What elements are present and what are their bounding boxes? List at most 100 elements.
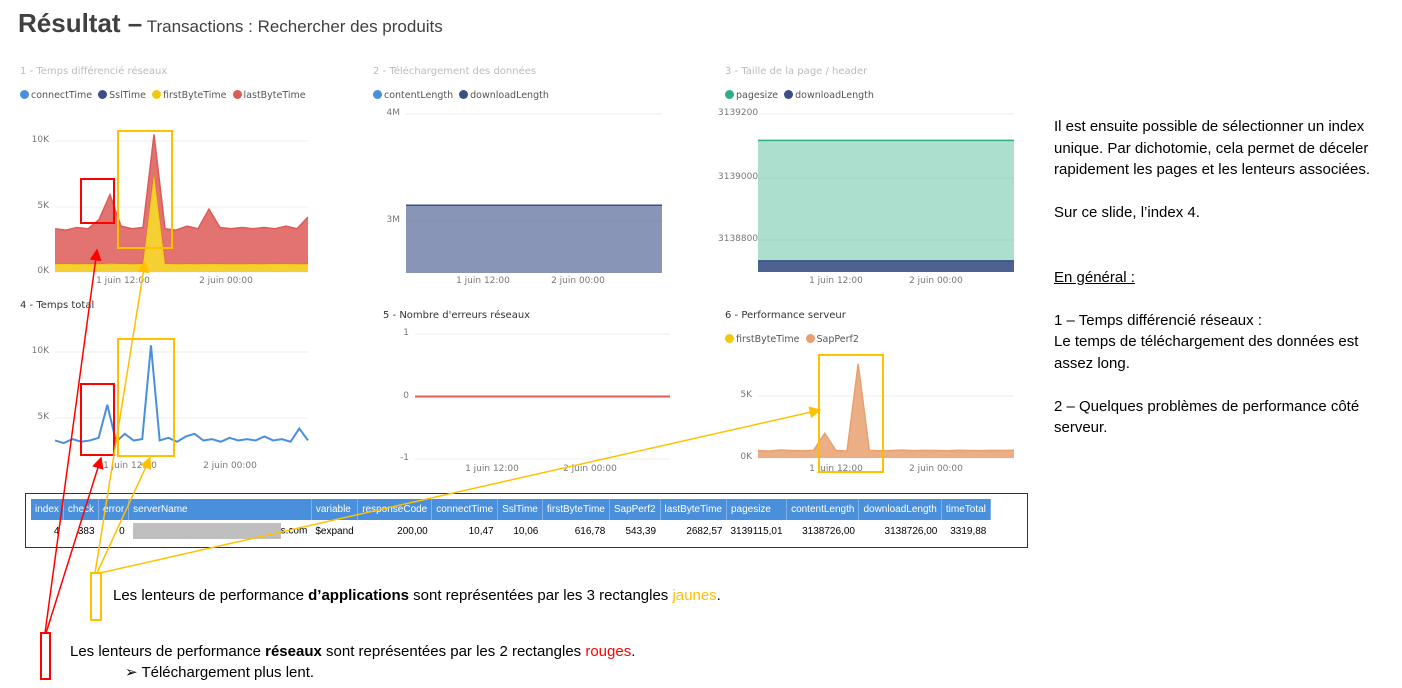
y-tick-label: 3139200: [718, 108, 759, 118]
series-area-lastByteTime: [55, 134, 308, 265]
chart-title: 2 - Téléchargement des données: [373, 66, 537, 77]
y-tick-label: 5K: [37, 412, 49, 422]
results-table: index check error serverName variable respons…: [25, 493, 1028, 548]
x-tick-label: 1 juin 12:00: [809, 276, 863, 286]
series-line-SapPerf2: [757, 363, 1015, 452]
chart-legend: connectTime SslTime firstByteTime lastByteT…: [20, 90, 306, 101]
legend-item[interactable]: lastByteTime: [232, 90, 306, 101]
side-p4: 2 – Quelques problèmes de performance cô…: [1054, 397, 1360, 437]
chart-title: 3 - Taille de la page / header: [725, 66, 868, 77]
note-app-mid: sont représentées par les 3 rectangles: [408, 587, 673, 604]
note-app: Les lenteurs de performance d’applicatio…: [113, 585, 721, 607]
title-main: Résultat –: [18, 8, 143, 38]
legend-item[interactable]: connectTime: [20, 90, 92, 101]
table-cell: 2682,57: [686, 525, 723, 537]
legend-label: pagesize: [736, 90, 779, 101]
column-header[interactable]: responseCode: [357, 499, 433, 520]
column-header[interactable]: lastByteTime: [660, 499, 727, 520]
column-header[interactable]: connectTime: [431, 499, 499, 520]
legend-label: downloadLength: [470, 90, 549, 101]
legend-label: SapPerf2: [816, 334, 859, 345]
table-cell: 3138726,00: [884, 525, 938, 537]
y-tick-label: 10K: [31, 135, 49, 145]
legend-dot-icon: [373, 90, 382, 99]
legend-item[interactable]: SapPerf2: [805, 334, 859, 345]
legend-item[interactable]: firstByteTime: [152, 90, 227, 101]
side-p3b: Le temps de téléchargement des données e…: [1054, 333, 1359, 372]
legend-item[interactable]: firstByteTime: [725, 334, 800, 345]
table-cell: 0: [119, 525, 125, 537]
x-tick-label: 2 juin 00:00: [199, 276, 253, 286]
side-p3a: 1 – Temps différencié réseaux :: [1054, 311, 1262, 329]
legend-label: downloadLength: [795, 90, 874, 101]
legend-item[interactable]: contentLength: [373, 90, 453, 101]
legend-item[interactable]: pagesize: [725, 90, 778, 101]
series-area-SapPerf2: [758, 363, 1014, 458]
column-header[interactable]: serverName: [128, 499, 312, 520]
note-app-end: .: [716, 587, 721, 604]
column-header[interactable]: error: [98, 499, 130, 520]
chart-title: 5 - Nombre d'erreurs réseaux: [383, 310, 531, 321]
legend-dot-icon: [784, 90, 794, 99]
column-header[interactable]: downloadLength: [858, 499, 942, 520]
legend-item[interactable]: SslTime: [98, 90, 146, 101]
legend-item[interactable]: downloadLength: [459, 90, 549, 101]
side-p1: Il est ensuite possible de sélectionner …: [1054, 118, 1371, 178]
column-header[interactable]: variable: [311, 499, 359, 520]
slide-title: Résultat – Transactions : Rechercher des…: [18, 8, 443, 39]
column-header[interactable]: check: [63, 499, 100, 520]
legend-label: firstByteTime: [736, 334, 800, 345]
chart-legend: contentLength downloadLength: [373, 90, 549, 101]
table-row[interactable]: 4 383 0 s.com $expand 200,00 10,47 10,06 616,78 5…: [31, 520, 990, 542]
legend-dot-icon: [152, 90, 161, 99]
series-line-timeTotal: [54, 345, 309, 445]
legend-dot-icon: [232, 90, 242, 99]
legend-dot-icon: [20, 90, 29, 99]
column-header[interactable]: pagesize: [726, 499, 788, 520]
series-area-downloadLength: [758, 260, 1014, 272]
table-cell: 543,39: [625, 525, 657, 537]
legend-dot-icon: [725, 334, 734, 343]
y-tick-label: 10K: [31, 346, 49, 356]
table-cell: 383: [77, 525, 95, 537]
note-bullet: ➢ Téléchargement plus lent.: [125, 662, 314, 684]
redacted-block: [132, 523, 281, 539]
table-cell: 3319,88: [950, 525, 987, 537]
arrow-bullet-icon: ➢: [125, 664, 142, 681]
y-tick-label: 0K: [37, 266, 49, 276]
column-header[interactable]: index: [31, 499, 64, 520]
title-sub: Transactions : Rechercher des produits: [146, 17, 443, 36]
chart-legend: pagesize downloadLength: [725, 90, 874, 101]
note-net: Les lenteurs de performance réseaux sont…: [70, 641, 635, 663]
legend-label: firstByteTime: [163, 90, 227, 101]
note-net-pre: Les lenteurs de performance: [70, 643, 266, 660]
side-notes: Il est ensuite possible de sélectionner …: [1054, 116, 1394, 439]
legend-item[interactable]: downloadLength: [784, 90, 874, 101]
x-tick-label: 2 juin 00:00: [909, 464, 963, 474]
column-header[interactable]: contentLength: [786, 499, 860, 520]
table-cell: 200,00: [397, 525, 428, 537]
note-app-bold: d’applications: [308, 587, 409, 604]
note-net-mid: sont représentées par les 2 rectangles: [321, 643, 586, 660]
table-cell: 10,47: [468, 525, 494, 537]
chart-title: 6 - Performance serveur: [725, 310, 846, 321]
note-bullet-text: Téléchargement plus lent.: [141, 664, 315, 681]
column-header[interactable]: timeTotal: [941, 499, 991, 520]
column-header[interactable]: firstByteTime: [542, 499, 610, 520]
series-area-pagesize: [758, 140, 1014, 272]
legend-dot-icon: [805, 334, 815, 343]
table-cell: s.com: [129, 520, 312, 542]
y-tick-label: 3138800: [718, 234, 759, 244]
y-tick-label: 1: [403, 328, 409, 338]
x-tick-label: 2 juin 00:00: [551, 276, 605, 286]
column-header[interactable]: SapPerf2: [609, 499, 661, 520]
note-net-end: .: [631, 643, 636, 660]
chart-title: 1 - Temps différencié réseaux: [20, 66, 168, 77]
table-cell: 3138726,00: [802, 525, 855, 537]
x-tick-label: 2 juin 00:00: [909, 276, 963, 286]
side-p2: Sur ce slide, l’index 4.: [1054, 204, 1200, 221]
y-tick-label: 3M: [386, 215, 401, 225]
column-header[interactable]: SslTime: [497, 499, 543, 520]
x-tick-label: 1 juin 12:00: [456, 276, 510, 286]
note-net-color: rouges: [585, 643, 632, 660]
